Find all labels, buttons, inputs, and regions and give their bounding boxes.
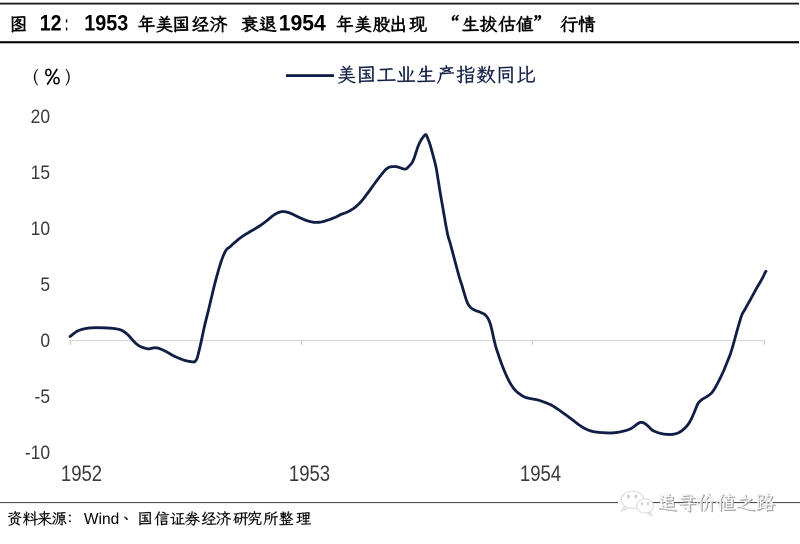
svg-text:0: 0 [40,329,50,351]
svg-text:1953: 1953 [84,11,128,36]
svg-text:1954: 1954 [520,463,561,487]
svg-text:Wind: Wind [84,511,119,528]
svg-text:5: 5 [40,273,50,295]
svg-text:1954: 1954 [279,11,327,36]
svg-text:1953: 1953 [289,463,330,487]
svg-text:-5: -5 [35,385,50,407]
svg-text:12: 12 [40,11,62,36]
svg-text:-10: -10 [25,441,50,463]
svg-text::: : [65,11,68,36]
svg-text:20: 20 [31,105,50,127]
svg-text:1952: 1952 [61,463,102,487]
svg-text:10: 10 [31,217,50,239]
svg-text:15: 15 [31,161,50,183]
